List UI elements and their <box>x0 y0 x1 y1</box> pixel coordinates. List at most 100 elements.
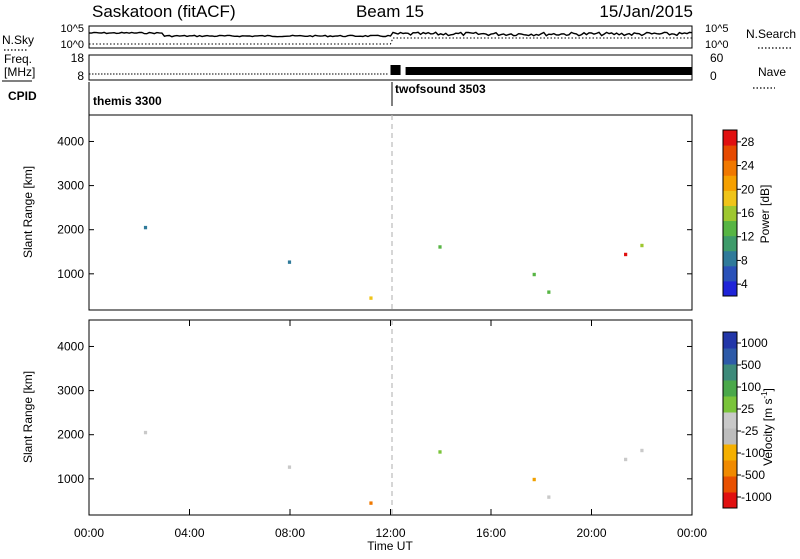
nave-bars <box>390 65 692 75</box>
frequency-panel: Freq. [MHz] 18 8 60 0 Nave <box>2 51 786 89</box>
power-colorbar-swatch <box>723 190 737 206</box>
x-tick-label: 08:00 <box>275 526 305 540</box>
power-cell <box>369 296 373 300</box>
power-cell <box>532 272 536 277</box>
power-panel: 1000 2000 3000 4000 Slant Range [km] 28 24 20… <box>21 114 772 311</box>
velocity-colorbar-tick-label: 100 <box>741 380 761 394</box>
noise-sky-line <box>88 31 693 38</box>
nave-tick-bottom: 0 <box>710 69 717 83</box>
power-colorbar: 28 24 20 16 12 8 4 <box>722 129 755 297</box>
x-tick-label: 12:00 <box>375 526 405 540</box>
velocity-cell <box>547 495 551 499</box>
y-tick-label: 1000 <box>57 267 84 281</box>
noise-panel: N.Sky 10^5 10^0 10^5 10^0 N.Search <box>2 23 796 51</box>
velocity-colorbar-label-main: Velocity [m s <box>761 399 775 466</box>
velocity-colorbar-tick-label: -500 <box>741 468 765 482</box>
velocity-colorbar-label-close: ] <box>761 388 775 391</box>
cpid-segment-twofsound: twofsound 3503 <box>395 82 486 96</box>
noise-panel-frame <box>88 25 693 49</box>
power-cell <box>143 225 148 230</box>
power-colorbar-swatch <box>723 235 737 252</box>
power-colorbar-tick-label: 28 <box>741 135 755 149</box>
power-colorbar-swatch <box>723 130 737 146</box>
date-label: 15/Jan/2015 <box>599 2 693 21</box>
time-xaxis: 00:00 04:00 08:00 12:00 16:00 20:00 00:00 <box>74 320 707 540</box>
velocity-colorbar-swatch <box>723 380 737 397</box>
frequency-tick-bottom: 8 <box>77 69 84 83</box>
velocity-data-cells <box>143 430 644 505</box>
velocity-cell <box>438 450 442 454</box>
y-tick-label: 1000 <box>57 472 84 486</box>
velocity-colorbar-swatch <box>723 348 737 365</box>
velocity-colorbar-swatch <box>723 396 737 413</box>
velocity-colorbar-swatch <box>723 428 737 445</box>
velocity-colorbar-swatch <box>723 492 737 509</box>
power-colorbar-swatch <box>723 250 737 267</box>
power-colorbar-tick-label: 8 <box>741 253 748 267</box>
power-colorbar-swatch <box>723 145 737 161</box>
noise-left-label: N.Sky <box>2 33 34 47</box>
nave-bar-segment <box>405 67 692 75</box>
velocity-colorbar-swatch <box>723 476 737 493</box>
power-colorbar-tick-label: 4 <box>741 277 748 291</box>
power-cell <box>640 243 644 248</box>
velocity-cell <box>369 501 373 505</box>
x-tick-label: 16:00 <box>476 526 506 540</box>
velocity-cell <box>287 465 292 469</box>
power-cell <box>287 260 292 264</box>
y-tick-label: 3000 <box>57 179 84 193</box>
power-yaxis: 1000 2000 3000 4000 <box>57 134 692 281</box>
velocity-ylabel: Slant Range [km] <box>21 371 35 463</box>
velocity-cell <box>640 448 644 453</box>
y-tick-label: 4000 <box>57 134 84 148</box>
noise-left-tick-bottom: 10^0 <box>60 39 84 51</box>
velocity-colorbar-tick-label: -100 <box>741 446 765 460</box>
beam-label: Beam 15 <box>356 2 424 21</box>
x-tick-label: 00:00 <box>677 526 707 540</box>
y-tick-label: 3000 <box>57 384 84 398</box>
y-tick-label: 2000 <box>57 428 84 442</box>
noise-right-tick-bottom: 10^0 <box>705 39 729 51</box>
power-data-cells <box>143 225 644 300</box>
power-colorbar-swatch <box>723 220 737 237</box>
noise-right-tick-top: 10^5 <box>705 23 729 35</box>
x-tick-label: 20:00 <box>576 526 606 540</box>
power-cell <box>438 245 442 249</box>
x-tick-label: 00:00 <box>74 526 104 540</box>
velocity-panel-frame <box>88 319 693 516</box>
y-tick-label: 4000 <box>57 339 84 353</box>
velocity-colorbar-label: Velocity [m s-1] <box>760 388 775 466</box>
power-colorbar-tick-label: 20 <box>741 182 755 196</box>
velocity-colorbar-tick-label: 25 <box>741 402 755 416</box>
frequency-label-top: Freq. <box>4 52 32 66</box>
power-colorbar-tick-label: 16 <box>741 206 755 220</box>
velocity-colorbar-label-sup: -1 <box>760 391 769 399</box>
time-xlabel: Time UT <box>367 539 413 553</box>
power-cell <box>547 290 551 294</box>
power-colorbar-swatch <box>723 280 737 297</box>
velocity-cell <box>532 477 536 482</box>
y-tick-label: 2000 <box>57 223 84 237</box>
velocity-panel: 1000 2000 3000 4000 00:00 04:00 08:00 12:00 16:… <box>21 319 775 553</box>
velocity-yaxis: 1000 2000 3000 4000 <box>57 339 692 486</box>
power-ylabel: Slant Range [km] <box>21 166 35 258</box>
velocity-cell <box>624 457 628 462</box>
power-colorbar-tick-label: 24 <box>741 159 755 173</box>
noise-left-tick-top: 10^5 <box>60 23 84 35</box>
radar-title: Saskatoon (fitACF) <box>92 2 236 21</box>
nave-bar-segment <box>390 65 401 75</box>
nave-label: Nave <box>758 65 786 79</box>
power-panel-frame <box>88 114 693 311</box>
velocity-colorbar-tick-label: -25 <box>741 424 759 438</box>
power-colorbar-tick-label: 12 <box>741 230 755 244</box>
cpid-row: CPID themis 3300 twofsound 3503 <box>8 82 486 115</box>
velocity-colorbar-tick-label: 1000 <box>741 336 768 350</box>
power-colorbar-swatch <box>723 175 737 191</box>
cpid-label: CPID <box>8 89 37 103</box>
nave-tick-top: 60 <box>710 51 724 65</box>
power-colorbar-swatch <box>723 205 737 222</box>
velocity-cell <box>143 430 148 435</box>
power-colorbar-label: Power [dB] <box>758 185 772 244</box>
velocity-colorbar-frame <box>722 331 738 509</box>
x-tick-label: 04:00 <box>174 526 204 540</box>
